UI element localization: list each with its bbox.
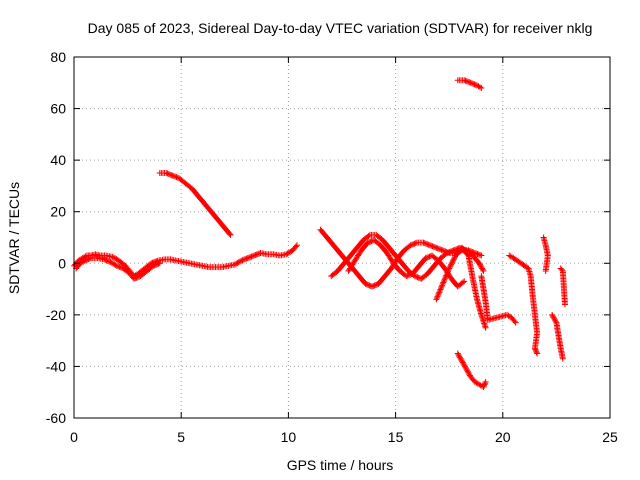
- data-point-markers: [433, 244, 489, 331]
- x-tick-label: 5: [177, 429, 185, 445]
- series-seg-low-right: [454, 350, 489, 391]
- y-tick-label: -60: [46, 410, 66, 426]
- series-seg-early-lower: [73, 255, 163, 282]
- y-tick-label: -20: [46, 307, 66, 323]
- data-point-markers: [345, 237, 468, 290]
- data-point-markers: [454, 350, 489, 391]
- chart-title: Day 085 of 2023, Sidereal Day-to-day VTE…: [88, 20, 593, 36]
- data-point-markers: [156, 170, 234, 238]
- x-axis-label: GPS time / hours: [287, 457, 394, 473]
- x-tick-label: 15: [388, 429, 404, 445]
- data-point-markers: [454, 77, 485, 91]
- data-point-markers: [478, 234, 568, 362]
- y-axis-label: SDTVAR / TECUs: [6, 182, 22, 294]
- x-tick-label: 25: [602, 429, 618, 445]
- plot-frame: [73, 56, 611, 419]
- series-seg-top-right: [454, 77, 485, 91]
- series-seg-tail-right: [478, 234, 568, 362]
- y-tick-label: 20: [50, 204, 66, 220]
- x-tick-label: 20: [495, 429, 511, 445]
- y-tick-label: 60: [50, 101, 66, 117]
- x-tick-label: 10: [281, 429, 297, 445]
- y-tick-label: 80: [50, 49, 66, 65]
- series-seg-high-descent: [156, 170, 234, 238]
- series-seg-cluster-c: [345, 237, 468, 290]
- y-tick-label: 40: [50, 152, 66, 168]
- x-tick-label: 0: [70, 429, 78, 445]
- axis-ticks: 0 5 10 15 20 25 -60 -40 -20 0 20 40 60 80: [46, 49, 618, 445]
- data-points: [71, 77, 568, 391]
- y-tick-label: -40: [46, 358, 66, 374]
- data-point-markers: [73, 255, 163, 282]
- series-seg-cluster-d: [433, 244, 489, 331]
- y-tick-label: 0: [58, 255, 66, 271]
